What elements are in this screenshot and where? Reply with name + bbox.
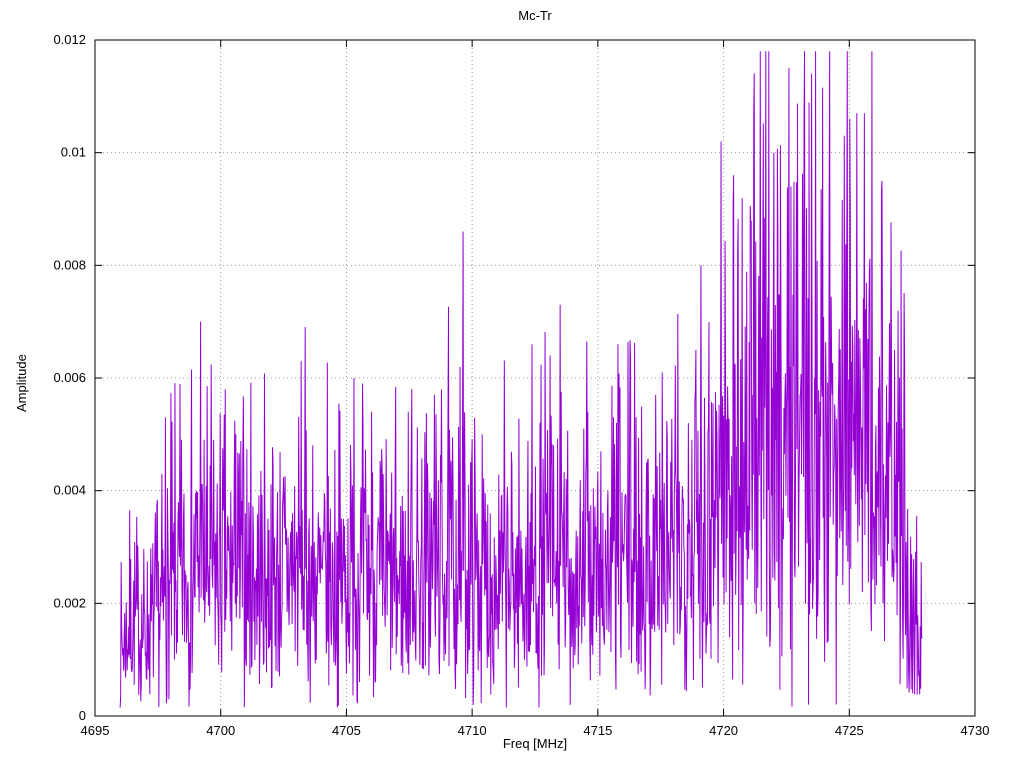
x-tick-label: 4715 [583, 723, 612, 738]
y-tick-label: 0.008 [53, 257, 86, 272]
x-tick-label: 4695 [81, 723, 110, 738]
y-tick-label: 0 [79, 708, 86, 723]
x-axis-label: Freq [MHz] [502, 736, 568, 751]
y-tick-label: 0.002 [53, 595, 86, 610]
y-tick-label: 0.012 [53, 32, 86, 47]
y-tick-labels: 0 0.002 0.004 0.006 0.008 0.01 0.012 [53, 32, 86, 723]
y-tick-label: 0.004 [53, 483, 86, 498]
chart-title: Mc-Tr [518, 8, 552, 23]
spectrum-trace [119, 51, 923, 708]
x-tick-label: 4725 [835, 723, 864, 738]
y-tick-label: 0.01 [61, 145, 86, 160]
x-tick-label: 4700 [206, 723, 235, 738]
x-tick-labels: 4695 4700 4705 4710 4715 4720 4725 4730 [81, 723, 990, 738]
x-tick-label: 4705 [332, 723, 361, 738]
plot-border [94, 39, 976, 717]
x-tick-label: 4720 [709, 723, 738, 738]
y-tick-label: 0.006 [53, 370, 86, 385]
y-axis-label: Amplitude [14, 354, 29, 412]
gridlines [94, 39, 976, 717]
x-tick-label: 4730 [961, 723, 990, 738]
x-tick-label: 4710 [458, 723, 487, 738]
